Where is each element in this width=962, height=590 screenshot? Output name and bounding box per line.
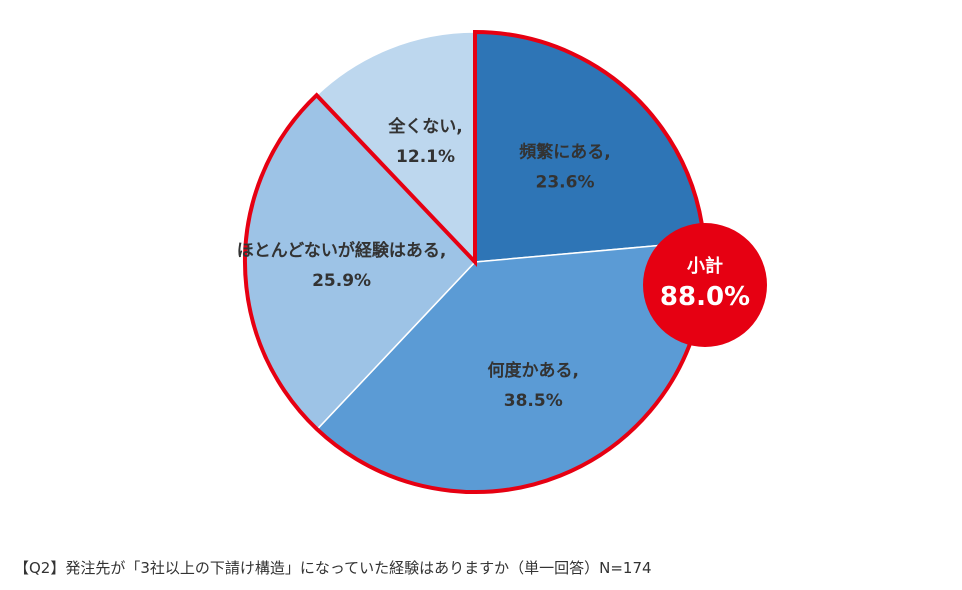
pie-slice-3: [315, 31, 476, 264]
slice-label-3: 全くない,: [387, 116, 462, 137]
slice-label-1: 何度かある,: [488, 360, 579, 381]
subtotal-highlight-outline: [243, 29, 707, 494]
subtotal-title: 小計: [687, 255, 723, 277]
subtotal-circle: [643, 223, 767, 347]
slice-value-1: 38.5%: [504, 391, 563, 411]
pie-slices: [244, 31, 706, 493]
subtotal-value: 88.0%: [660, 282, 750, 312]
slice-label-0: 頻繁にある,: [518, 142, 610, 163]
slice-value-3: 12.1%: [396, 147, 455, 167]
slice-value-0: 23.6%: [536, 173, 595, 193]
slice-value-2: 25.9%: [312, 271, 371, 291]
slice-labels: 頻繁にある, 23.6% 何度かある, 38.5% ほとんどないが経験はある, 25.9%…: [237, 116, 611, 411]
slice-label-2: ほとんどないが経験はある,: [237, 240, 447, 261]
subtotal-badge: 小計 88.0%: [643, 223, 767, 347]
question-caption: 【Q2】発注先が「3社以上の下請け構造」になっていた経験はありますか（単一回答）…: [14, 559, 652, 577]
